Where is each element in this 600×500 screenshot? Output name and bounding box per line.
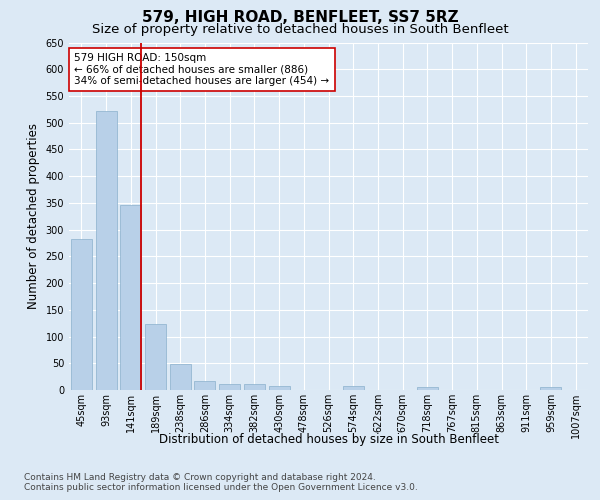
Text: 579 HIGH ROAD: 150sqm
← 66% of detached houses are smaller (886)
34% of semi-det: 579 HIGH ROAD: 150sqm ← 66% of detached … <box>74 53 329 86</box>
Bar <box>194 381 215 390</box>
Bar <box>541 387 562 390</box>
Y-axis label: Number of detached properties: Number of detached properties <box>27 123 40 309</box>
Text: 579, HIGH ROAD, BENFLEET, SS7 5RZ: 579, HIGH ROAD, BENFLEET, SS7 5RZ <box>142 10 458 25</box>
Bar <box>269 386 290 390</box>
Bar <box>417 387 438 390</box>
Text: Size of property relative to detached houses in South Benfleet: Size of property relative to detached ho… <box>92 22 508 36</box>
Bar <box>244 384 265 390</box>
Bar <box>343 386 364 390</box>
Bar <box>71 238 92 390</box>
Bar <box>120 205 141 390</box>
Bar <box>145 324 166 390</box>
Bar <box>170 364 191 390</box>
Text: Contains public sector information licensed under the Open Government Licence v3: Contains public sector information licen… <box>24 484 418 492</box>
Bar <box>95 111 116 390</box>
Bar <box>219 384 240 390</box>
Text: Contains HM Land Registry data © Crown copyright and database right 2024.: Contains HM Land Registry data © Crown c… <box>24 472 376 482</box>
Text: Distribution of detached houses by size in South Benfleet: Distribution of detached houses by size … <box>159 432 499 446</box>
